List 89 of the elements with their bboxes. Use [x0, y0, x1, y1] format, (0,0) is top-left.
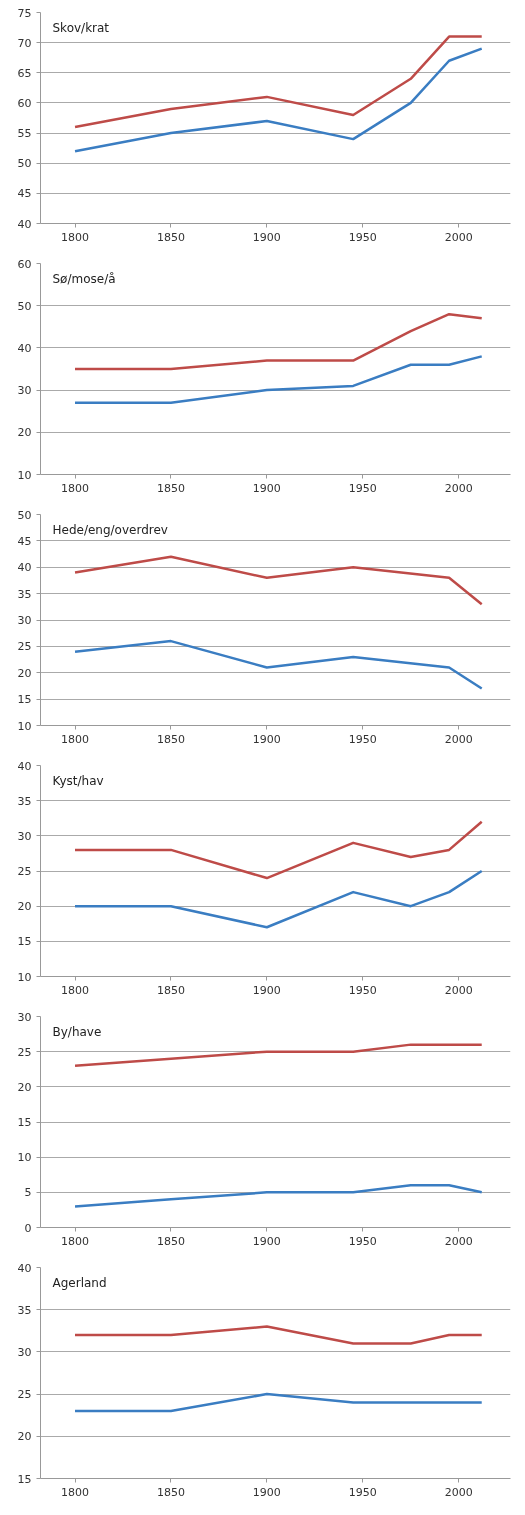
y-tick-label: 40: [17, 759, 32, 773]
x-tick-label: 1800: [61, 983, 90, 997]
x-tick-label: 1950: [348, 1485, 377, 1499]
y-tick-label: 15: [17, 1472, 32, 1486]
y-tick-label: 60: [17, 257, 32, 271]
x-tick-label: 2000: [444, 1485, 473, 1499]
y-tick-label: 40: [17, 1261, 32, 1275]
y-tick-label: 5: [24, 1186, 32, 1200]
line-series: [73, 869, 483, 929]
line-series: [73, 35, 483, 129]
y-tick-label: 45: [17, 187, 32, 201]
y-tick-label: 40: [17, 561, 32, 575]
y-tick-label: 45: [17, 534, 32, 548]
x-tick-label: 1900: [252, 481, 281, 495]
x-tick-label: 1950: [348, 1234, 377, 1248]
y-tick-label: 10: [17, 468, 32, 482]
x-tick-label: 2000: [444, 732, 473, 746]
x-tick-label: 1800: [61, 481, 90, 495]
text: Agerland: [52, 1275, 107, 1290]
y-tick-label: 20: [17, 900, 32, 914]
y-tick-label: 50: [17, 299, 32, 313]
x-tick-label: 1850: [156, 983, 185, 997]
x-tick-label: 1800: [61, 1485, 90, 1499]
y-tick-label: 30: [17, 1010, 32, 1024]
y-tick-label: 50: [17, 157, 32, 171]
y-tick-label: 20: [17, 426, 32, 440]
y-tick-label: 10: [17, 1151, 32, 1165]
y-tick-label: 30: [17, 1345, 32, 1359]
y-tick-label: 10: [17, 970, 32, 984]
y-tick-label: 40: [17, 217, 32, 231]
x-tick-label: 1900: [252, 1234, 281, 1248]
y-tick-label: 30: [17, 829, 32, 843]
y-tick-label: 30: [17, 384, 32, 398]
x-tick-label: 1850: [156, 1485, 185, 1499]
line-series: [73, 355, 483, 405]
x-tick-label: 1950: [348, 983, 377, 997]
text: By/have: [52, 1024, 102, 1039]
x-tick-label: 1900: [252, 983, 281, 997]
y-tick-label: 35: [17, 587, 32, 601]
y-tick-label: 10: [17, 719, 32, 733]
y-tick-label: 25: [17, 1045, 32, 1059]
text: Hede/eng/overdrev: [52, 522, 168, 537]
y-tick-label: 50: [17, 508, 32, 522]
x-tick-label: 1800: [61, 1234, 90, 1248]
y-tick-label: 25: [17, 865, 32, 878]
x-tick-label: 1850: [156, 230, 185, 244]
y-tick-label: 20: [17, 666, 32, 680]
x-tick-label: 1950: [348, 481, 377, 495]
line-series: [73, 820, 483, 880]
y-tick-label: 20: [17, 1080, 32, 1094]
line-series: [73, 1184, 483, 1208]
y-tick-label: 35: [17, 794, 32, 808]
y-tick-label: 70: [17, 36, 32, 50]
x-tick-label: 1850: [156, 481, 185, 495]
x-tick-label: 1850: [156, 732, 185, 746]
y-tick-label: 65: [17, 66, 32, 80]
y-tick-label: 55: [17, 127, 32, 141]
y-tick-label: 15: [17, 935, 32, 949]
y-tick-label: 60: [17, 96, 32, 110]
y-tick-label: 20: [17, 1430, 32, 1444]
x-tick-label: 1900: [252, 1485, 281, 1499]
y-tick-label: 25: [17, 1388, 32, 1402]
y-tick-label: 40: [17, 341, 32, 355]
x-tick-label: 2000: [444, 481, 473, 495]
x-tick-label: 1900: [252, 230, 281, 244]
y-tick-label: 15: [17, 693, 32, 707]
line-series: [73, 639, 483, 690]
y-tick-label: 30: [17, 614, 32, 627]
y-tick-label: 35: [17, 1303, 32, 1317]
x-tick-label: 1950: [348, 732, 377, 746]
text: Sø/mose/å: [52, 271, 116, 286]
x-tick-label: 1800: [61, 732, 90, 746]
y-tick-label: 0: [24, 1221, 32, 1235]
x-tick-label: 1850: [156, 1234, 185, 1248]
text: Kyst/hav: [52, 773, 104, 788]
y-tick-label: 75: [17, 6, 32, 20]
x-tick-label: 1950: [348, 230, 377, 244]
y-tick-label: 15: [17, 1116, 32, 1129]
y-tick-label: 25: [17, 640, 32, 654]
line-series: [73, 1043, 483, 1067]
text: Skov/krat: [52, 20, 110, 35]
x-tick-label: 1800: [61, 230, 90, 244]
x-tick-label: 1900: [252, 732, 281, 746]
line-series: [73, 47, 483, 153]
x-tick-label: 2000: [444, 1234, 473, 1248]
x-tick-label: 2000: [444, 983, 473, 997]
line-series: [73, 555, 483, 606]
x-tick-label: 2000: [444, 230, 473, 244]
line-series: [73, 312, 483, 371]
